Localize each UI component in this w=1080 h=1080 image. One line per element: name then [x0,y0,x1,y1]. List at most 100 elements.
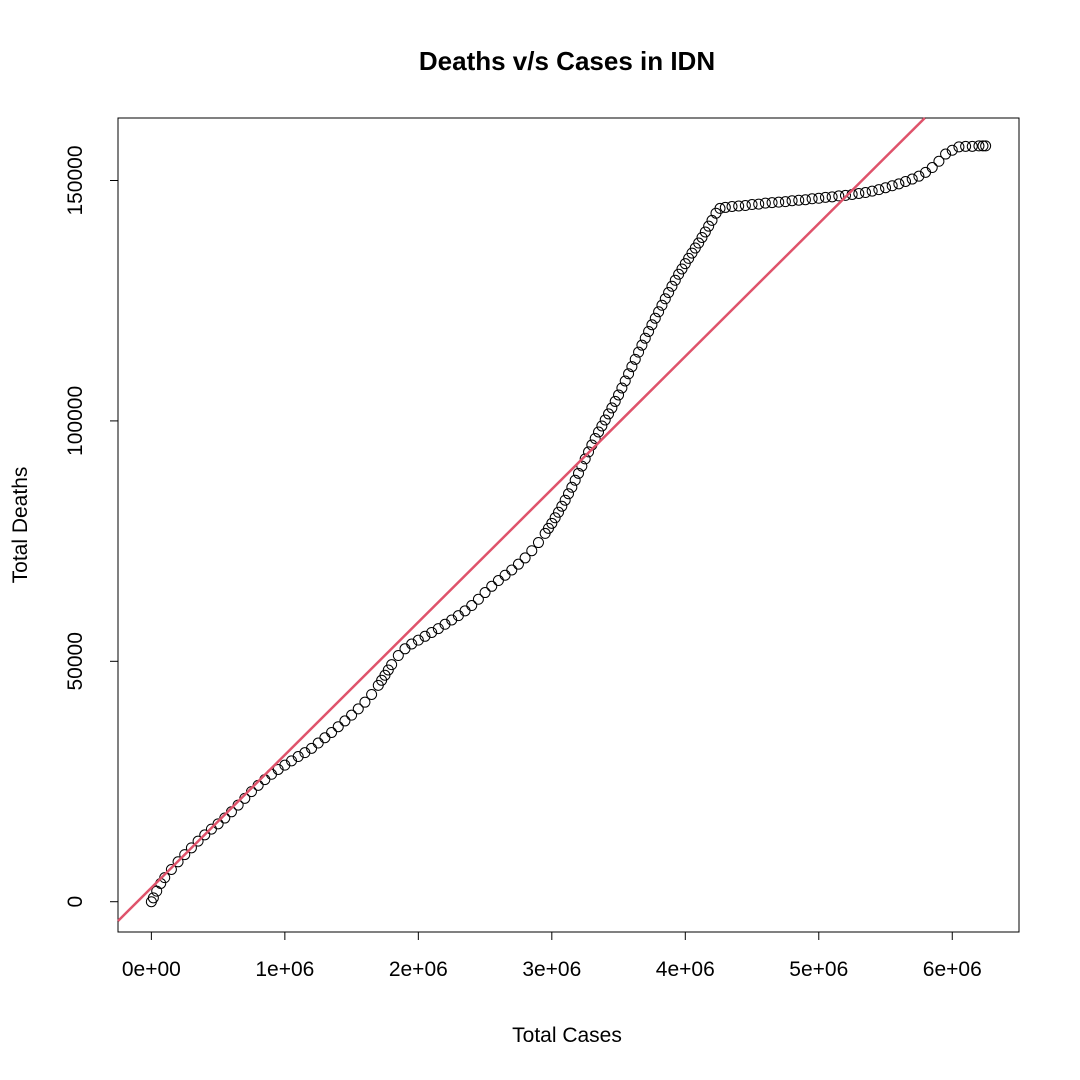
data-point [643,325,655,337]
data-point [880,182,892,194]
data-point [669,274,681,286]
data-point [759,197,771,209]
data-point [596,420,608,432]
data-point [666,280,678,292]
data-point [165,863,177,875]
data-point [946,144,958,156]
data-point [980,140,992,152]
y-tick-label: 0 [64,896,87,908]
data-point [412,634,424,646]
data-point [332,721,344,733]
data-point [926,162,938,174]
data-point [589,432,601,444]
data-point [619,375,631,387]
data-point [766,197,778,209]
data-point [853,187,865,199]
data-point [599,414,611,426]
data-point [346,709,358,721]
x-tick-label: 5e+06 [789,958,848,981]
data-point [352,703,364,715]
data-point [683,252,695,264]
data-point [623,368,635,380]
data-point [179,849,191,861]
trend-line [117,117,926,922]
data-point [719,201,731,213]
data-point [566,481,578,493]
data-point [192,835,204,847]
data-point [205,823,217,835]
data-point [953,141,965,153]
data-point [185,842,197,854]
x-axis-label: Total Cases [512,1024,622,1047]
data-point [960,140,972,152]
data-point [212,818,224,830]
data-point [966,140,978,152]
data-point [145,896,157,908]
plot-frame [117,117,1020,933]
data-point [633,346,645,358]
data-point [292,751,304,763]
data-point [573,467,585,479]
data-point [613,389,625,401]
data-point [826,191,838,203]
data-point [726,200,738,212]
data-point [616,382,628,394]
data-point [873,184,885,196]
data-point [359,696,371,708]
data-point [933,155,945,167]
data-point [833,190,845,202]
data-point [906,173,918,185]
data-point [392,650,404,662]
x-tick-label: 2e+06 [389,958,448,981]
data-point [579,453,591,465]
data-point [646,319,658,331]
data-point [486,580,498,592]
x-tick-label: 6e+06 [923,958,982,981]
chart-title: Deaths v/s Cases in IDN [419,46,715,76]
data-point [552,506,564,518]
data-point [656,299,668,311]
data-point [386,659,398,671]
data-point [753,198,765,210]
data-point [549,512,561,524]
data-point [492,575,504,587]
data-point [693,237,705,249]
x-axis: 0e+00 1e+06 2e+06 3e+06 4e+06 5e+06 6e+06 [122,931,982,981]
data-point [306,742,318,754]
data-point [673,268,685,280]
data-point [806,193,818,205]
data-point [649,312,661,324]
data-point [940,148,952,160]
data-point [900,175,912,187]
data-point [739,200,751,212]
data-point [399,643,411,655]
trend-line-group [117,117,926,922]
data-point [773,196,785,208]
data-point [714,202,726,214]
data-point [479,587,491,599]
data-point [366,688,378,700]
data-point [379,669,391,681]
data-point [312,737,324,749]
data-point [532,537,544,549]
data-point [593,426,605,438]
data-point [606,402,618,414]
data-points [145,140,992,908]
data-point [839,189,851,201]
data-point [512,558,524,570]
data-point [472,593,484,605]
data-point [569,474,581,486]
data-point [576,460,588,472]
data-point [609,395,621,407]
data-point [556,500,568,512]
data-point [699,226,711,238]
x-tick-label: 3e+06 [522,958,581,981]
data-point [559,494,571,506]
data-point [603,408,615,420]
y-axis: 0 50000 100000 150000 [64,145,119,908]
data-point [319,732,331,744]
data-point [419,630,431,642]
data-point [506,564,518,576]
y-tick-label: 50000 [64,632,87,690]
data-point [703,220,715,232]
